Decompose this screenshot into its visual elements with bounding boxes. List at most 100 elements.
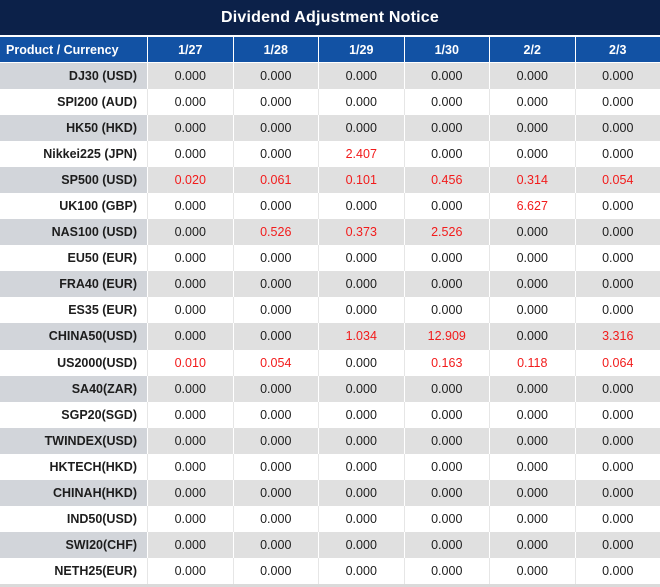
dividend-value-cell: 0.000	[234, 401, 319, 428]
dividend-value-cell: 0.000	[234, 557, 319, 584]
dividend-value-cell: 0.000	[490, 115, 576, 142]
dividend-value-cell: 0.000	[404, 115, 490, 142]
dividend-value-cell: 0.000	[148, 271, 234, 298]
dividend-value-cell: 0.000	[148, 297, 234, 324]
dividend-value-cell: 0.000	[575, 115, 660, 142]
column-header-date: 2/2	[490, 37, 576, 62]
dividend-value-cell: 2.407	[319, 141, 405, 168]
dividend-value-cell: 0.163	[405, 349, 490, 376]
table-row: US2000(USD) 0.010 0.054 0.000 0.163 0.118 0.06…	[0, 349, 660, 376]
dividend-value-cell: 0.456	[404, 167, 490, 194]
product-cell: Nikkei225 (JPN)	[0, 141, 148, 168]
dividend-value-cell: 0.000	[319, 375, 405, 402]
dividend-value-cell: 0.000	[405, 401, 490, 428]
dividend-value-cell: 0.000	[490, 219, 576, 246]
dividend-value-cell: 0.000	[404, 375, 490, 402]
dividend-value-cell: 0.101	[319, 167, 405, 194]
dividend-value-cell: 0.000	[490, 141, 576, 168]
dividend-value-cell: 0.000	[148, 531, 234, 558]
dividend-value-cell: 0.000	[319, 349, 405, 376]
dividend-value-cell: 2.526	[404, 219, 490, 246]
dividend-value-cell: 0.000	[319, 401, 405, 428]
dividend-value-cell: 0.000	[575, 375, 660, 402]
dividend-value-cell: 0.000	[405, 141, 490, 168]
product-cell: TWINDEX(USD)	[0, 427, 148, 454]
dividend-value-cell: 0.000	[319, 271, 405, 298]
dividend-value-cell: 0.000	[234, 505, 319, 532]
product-cell: DJ30 (USD)	[0, 63, 148, 90]
dividend-value-cell: 0.054	[575, 167, 660, 194]
dividend-value-cell: 0.000	[602, 407, 634, 422]
dividend-value-cell: 0.000	[233, 115, 319, 142]
dividend-value-cell: 0.000	[319, 557, 405, 584]
dividend-value-cell: 0.000	[490, 89, 576, 116]
dividend-value-cell: 0.000	[234, 245, 319, 272]
dividend-value-cell: 0.000	[405, 89, 490, 116]
column-header-date: 2/3	[609, 42, 627, 57]
dividend-value-cell: 0.000	[490, 401, 576, 428]
dividend-value-cell: 0.000	[319, 531, 405, 558]
dividend-value-cell: 0.000	[404, 63, 490, 90]
dividend-value-cell: 0.000	[490, 297, 576, 324]
table-body: DJ30 (USD) 0.000 0.000 0.000 0.000 0.000 0.000…	[0, 63, 660, 584]
dividend-value-cell: 0.000	[234, 89, 319, 116]
table-row: FRA40 (EUR) 0.000 0.000 0.000 0.000 0.000 0.00…	[0, 271, 660, 298]
dividend-value-cell: 0.000	[148, 63, 234, 90]
product-cell: SWI20(CHF)	[0, 531, 148, 558]
dividend-value-cell: 0.000	[490, 63, 576, 90]
dividend-value-cell: 0.000	[405, 505, 490, 532]
dividend-value-cell: 0.000	[148, 245, 234, 272]
dividend-value-cell: 0.000	[233, 531, 319, 558]
dividend-value-cell: 0.000	[490, 375, 576, 402]
dividend-value-cell: 0.000	[148, 219, 234, 246]
header-row: Product / Currency 1/27 1/28 1/29 1/30 2…	[0, 37, 660, 63]
dividend-value-cell: 0.000	[490, 531, 576, 558]
dividend-value-cell: 0.000	[234, 193, 319, 220]
table-row: HK50 (HKD) 0.000 0.000 0.000 0.000 0.000 0.000	[0, 115, 660, 142]
dividend-value-cell: 0.000	[575, 63, 660, 90]
dividend-value-cell: 0.061	[233, 167, 319, 194]
product-cell: EU50 (EUR)	[0, 245, 148, 272]
dividend-value-cell: 0.000	[319, 89, 405, 116]
dividend-value-cell: 0.010	[148, 349, 234, 376]
dividend-value-cell: 0.000	[575, 531, 660, 558]
page-title: Dividend Adjustment Notice	[0, 0, 660, 37]
table-row: SGP20(SGD) 0.000 0.000 0.000 0.000 0.000 0.000	[0, 401, 660, 428]
product-cell: UK100 (GBP)	[0, 193, 148, 220]
table-row: SPI200 (AUD) 0.000 0.000 0.000 0.000 0.000 0.0…	[0, 89, 660, 116]
dividend-value-cell: 0.000	[602, 459, 634, 474]
table-row: TWINDEX(USD) 0.000 0.000 0.000 0.000 0.000 0.0…	[0, 427, 660, 454]
dividend-value-cell: 0.000	[490, 427, 576, 454]
dividend-value-cell: 0.000	[490, 323, 576, 350]
table-row: NAS100 (USD) 0.000 0.526 0.373 2.526 0.000 0.0…	[0, 219, 660, 246]
product-cell: SPI200 (AUD)	[0, 89, 148, 116]
product-cell: SP500 (USD)	[0, 167, 148, 194]
dividend-value-cell: 0.000	[233, 271, 319, 298]
dividend-value-cell: 0.000	[602, 511, 634, 526]
table-row: CHINAH(HKD) 0.000 0.000 0.000 0.000 0.000 0.00…	[0, 479, 660, 506]
product-cell: HK50 (HKD)	[0, 115, 148, 142]
dividend-value-cell: 0.000	[319, 63, 405, 90]
dividend-value-cell: 0.000	[319, 427, 405, 454]
dividend-value-cell: 0.000	[234, 297, 319, 324]
table-row: SA40(ZAR) 0.000 0.000 0.000 0.000 0.000 0.000	[0, 375, 660, 402]
dividend-value-cell: 0.000	[148, 505, 234, 532]
dividend-value-cell: 12.909	[404, 323, 490, 350]
table-row: SWI20(CHF) 0.000 0.000 0.000 0.000 0.000 0.000	[0, 531, 660, 558]
dividend-value-cell: 0.118	[490, 349, 576, 376]
dividend-value-cell: 0.000	[602, 147, 634, 162]
column-header-date: 1/30	[405, 37, 490, 62]
dividend-value-cell: 0.000	[233, 375, 319, 402]
column-header-date: 1/29	[319, 37, 405, 62]
product-cell: CHINAH(HKD)	[0, 479, 148, 506]
dividend-value-cell: 0.000	[490, 245, 576, 272]
dividend-value-cell: 0.000	[148, 89, 234, 116]
dividend-value-cell: 0.000	[575, 219, 660, 246]
product-cell: CHINA50(USD)	[0, 323, 148, 350]
dividend-value-cell: 0.526	[233, 219, 319, 246]
dividend-value-cell: 0.373	[319, 219, 405, 246]
dividend-value-cell: 0.000	[319, 505, 405, 532]
dividend-value-cell: 0.000	[233, 323, 319, 350]
product-cell: NAS100 (USD)	[0, 219, 148, 246]
product-cell: FRA40 (EUR)	[0, 271, 148, 298]
